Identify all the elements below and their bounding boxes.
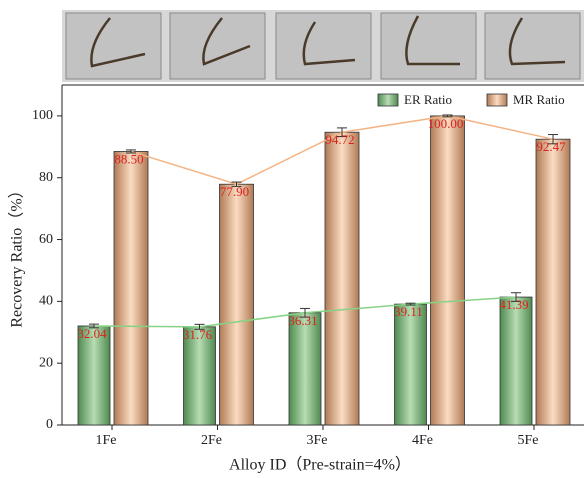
x-tick-label: 3Fe xyxy=(307,433,328,448)
data-label: 88.50 xyxy=(114,151,143,166)
photo xyxy=(381,13,476,79)
chart: Alloy ID（Pre-strain=4%） Recovery Ratio（%… xyxy=(0,0,584,478)
data-label: 41.39 xyxy=(499,297,528,312)
y-tick-label: 80 xyxy=(39,170,53,185)
bar xyxy=(395,304,427,425)
y-axis-title: Recovery Ratio（%） xyxy=(8,182,26,327)
data-label: 36.31 xyxy=(288,313,317,328)
x-tick-label: 2Fe xyxy=(201,433,222,448)
legend-swatch xyxy=(487,94,507,106)
data-label: 77.90 xyxy=(220,184,249,199)
x-tick-label: 5Fe xyxy=(518,433,539,448)
y-tick-label: 0 xyxy=(46,417,53,432)
legend-label: ER Ratio xyxy=(404,92,452,107)
x-axis-title: Alloy ID（Pre-strain=4%） xyxy=(229,456,411,474)
data-label: 94.72 xyxy=(325,132,354,147)
legend-swatch xyxy=(378,94,398,106)
y-tick-label: 20 xyxy=(39,355,53,370)
legend-label: MR Ratio xyxy=(513,92,565,107)
photo-strip xyxy=(62,10,584,82)
page: {"chart_data": {"type": "bar", "xlabel":… xyxy=(0,0,584,478)
photo xyxy=(66,13,161,79)
bar xyxy=(220,184,254,425)
x-tick-label: 4Fe xyxy=(412,433,433,448)
photo xyxy=(485,13,580,79)
data-label: 32.04 xyxy=(77,326,107,341)
bar xyxy=(114,151,148,425)
bar xyxy=(500,297,532,425)
photo xyxy=(276,13,371,79)
data-label: 92.47 xyxy=(536,139,566,154)
data-label: 39.11 xyxy=(394,304,423,319)
x-tick-label: 1Fe xyxy=(96,433,117,448)
bar xyxy=(289,313,321,425)
bar xyxy=(431,116,465,425)
data-label: 31.76 xyxy=(183,327,213,342)
y-tick-label: 100 xyxy=(32,108,53,123)
bar xyxy=(325,132,359,425)
bar xyxy=(536,139,570,425)
y-tick-label: 60 xyxy=(39,232,53,247)
data-label: 100.00 xyxy=(428,116,464,131)
y-tick-label: 40 xyxy=(39,294,53,309)
